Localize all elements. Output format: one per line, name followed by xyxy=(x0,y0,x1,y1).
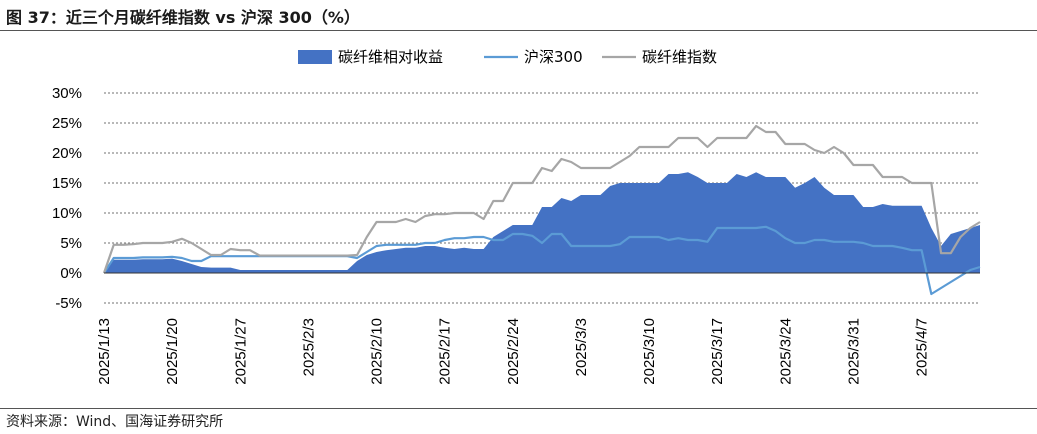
x-tick-label: 2025/3/17 xyxy=(709,318,726,385)
x-tick-label: 2025/2/24 xyxy=(505,318,522,385)
y-tick-label: 0% xyxy=(60,265,82,282)
x-tick-label: 2025/3/10 xyxy=(641,318,658,385)
series-area-relative-return xyxy=(104,172,980,273)
legend-item: 沪深300 xyxy=(484,48,583,66)
legend-item: 碳纤维指数 xyxy=(602,48,717,66)
x-tick-label: 2025/3/24 xyxy=(777,318,794,385)
legend-label: 碳纤维指数 xyxy=(642,48,717,66)
y-tick-label: -5% xyxy=(55,295,82,312)
y-tick-label: 25% xyxy=(52,115,82,132)
y-tick-label: 30% xyxy=(52,85,82,102)
legend-item: 碳纤维相对收益 xyxy=(298,48,443,66)
x-tick-label: 2025/2/17 xyxy=(437,318,454,385)
y-tick-label: 5% xyxy=(60,235,82,252)
lines-layer xyxy=(102,124,981,296)
legend-label: 碳纤维相对收益 xyxy=(338,48,443,66)
source-note: 资料来源：Wind、国海证券研究所 xyxy=(6,414,224,430)
legend-label: 沪深300 xyxy=(524,48,583,66)
x-tick-label: 2025/1/20 xyxy=(164,318,181,385)
legend-swatch xyxy=(298,50,332,64)
x-tick-label: 2025/3/31 xyxy=(845,318,862,385)
x-tick-label: 2025/1/27 xyxy=(232,318,249,385)
y-tick-label: 20% xyxy=(52,145,82,162)
y-tick-label: 15% xyxy=(52,175,82,192)
y-axis-ticks: -5% 0% 5% 10% 15% 20% 25% 30% xyxy=(52,85,82,312)
figure-title: 图 37：近三个月碳纤维指数 vs 沪深 300（%） xyxy=(6,8,360,27)
x-axis-ticks: 2025/1/13 2025/1/20 2025/1/27 2025/2/3 2025/… xyxy=(96,318,931,385)
chart: 碳纤维相对收益 沪深300 碳纤维指数 -5% 0% 5% 10% 15% 20% 25% 30%… xyxy=(52,48,981,385)
x-tick-label: 2025/3/3 xyxy=(573,318,590,376)
area-layer xyxy=(104,172,980,273)
series-line-carbon-fiber-index xyxy=(102,124,981,274)
x-tick-label: 2025/1/13 xyxy=(96,318,113,385)
source-divider xyxy=(0,408,1037,409)
x-tick-label: 2025/2/3 xyxy=(300,318,317,376)
x-tick-label: 2025/2/10 xyxy=(369,318,386,385)
y-tick-label: 10% xyxy=(52,205,82,222)
series-line-csi300 xyxy=(103,225,981,296)
legend: 碳纤维相对收益 沪深300 碳纤维指数 xyxy=(298,48,717,66)
title-divider xyxy=(0,30,1037,31)
x-tick-label: 2025/4/7 xyxy=(914,318,931,376)
